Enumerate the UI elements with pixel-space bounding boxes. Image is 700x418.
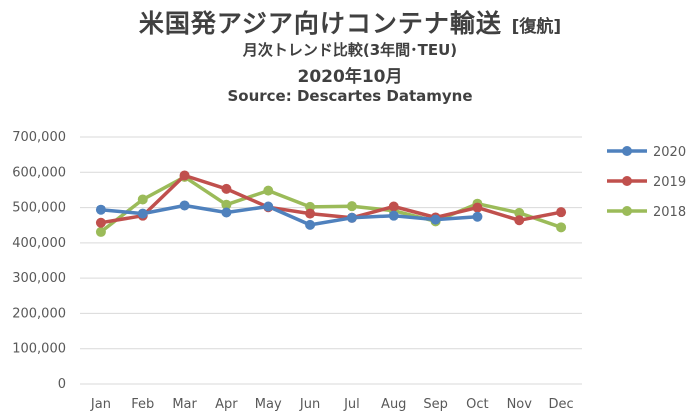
data-point-2018 <box>556 222 567 233</box>
y-tick-label: 600,000 <box>12 165 66 180</box>
y-tick-label: 200,000 <box>12 306 66 321</box>
x-tick-label: Oct <box>466 397 488 412</box>
y-tick-label: 400,000 <box>12 236 66 251</box>
data-point-2020 <box>472 211 483 222</box>
chart-period: 2020年10月 <box>297 67 403 87</box>
data-point-2019 <box>472 202 483 213</box>
data-point-2020 <box>263 201 274 212</box>
x-tick-label: Nov <box>507 397 533 412</box>
data-point-2018 <box>95 226 106 237</box>
data-point-2020 <box>346 212 357 223</box>
x-tick-label: May <box>255 397 282 412</box>
legend-swatch-marker <box>622 146 632 156</box>
gridlines <box>80 136 582 385</box>
data-point-2020 <box>388 210 399 221</box>
data-point-2019 <box>179 170 190 181</box>
series-2019 <box>95 170 567 228</box>
data-point-2020 <box>221 207 232 218</box>
series-line-2019 <box>99 173 563 225</box>
x-tick-label: Feb <box>131 397 154 412</box>
x-tick-label: Dec <box>549 397 574 412</box>
data-point-2019 <box>221 183 232 194</box>
data-point-2018 <box>263 185 274 196</box>
chart-subtitle: 月次トレンド比較(3年間･TEU) <box>242 41 458 59</box>
x-tick-label: Apr <box>215 397 238 412</box>
chart-title-main: 米国発アジア向けコンテナ輸送 <box>138 9 502 38</box>
data-point-2020 <box>430 214 441 225</box>
legend: 2020 2019 2018 <box>607 145 686 220</box>
chart-title: 米国発アジア向けコンテナ輸送 [復航] <box>0 4 700 40</box>
chart-title-suffix: [復航] <box>511 17 562 37</box>
data-point-2018 <box>137 194 148 205</box>
legend-item-2020: 2020 <box>607 145 686 160</box>
legend-label: 2020 <box>653 145 686 160</box>
data-point-2019 <box>388 201 399 212</box>
series-2018 <box>95 171 567 237</box>
legend-swatch-marker <box>622 176 632 186</box>
data-point-2020 <box>305 219 316 230</box>
data-point-2020 <box>179 200 190 211</box>
y-tick-label: 700,000 <box>12 130 66 145</box>
x-tick-label: Mar <box>172 397 197 412</box>
legend-label: 2019 <box>653 175 686 190</box>
data-point-2018 <box>221 199 232 210</box>
series-layer <box>95 170 567 237</box>
x-tick-label: Sep <box>423 397 448 412</box>
data-point-2019 <box>514 215 525 226</box>
legend-label: 2018 <box>653 205 686 220</box>
y-axis: 0 100,000 200,000 300,000 400,000 500,000 600,… <box>12 130 66 392</box>
x-tick-label: Jan <box>90 397 111 412</box>
series-line-2020 <box>99 203 480 227</box>
y-tick-label: 500,000 <box>12 201 66 216</box>
series-line-2018 <box>99 175 563 234</box>
x-tick-label: Aug <box>381 397 406 412</box>
data-point-2019 <box>556 207 567 218</box>
data-point-2019 <box>305 208 316 219</box>
data-point-2020 <box>137 208 148 219</box>
data-point-2019 <box>95 217 106 228</box>
chart-source: Source: Descartes Datamyne <box>227 87 473 105</box>
data-point-2018 <box>346 201 357 212</box>
x-tick-label: Jul <box>343 397 360 412</box>
y-tick-label: 0 <box>58 377 66 392</box>
legend-swatch-marker <box>622 206 632 216</box>
series-2020 <box>95 200 483 230</box>
y-tick-label: 300,000 <box>12 271 66 286</box>
legend-item-2019: 2019 <box>607 175 686 190</box>
legend-item-2018: 2018 <box>607 205 686 220</box>
x-tick-label: Jun <box>299 397 320 412</box>
data-point-2018 <box>514 207 525 218</box>
data-point-2020 <box>95 204 106 215</box>
x-axis: Jan Feb Mar Apr May Jun Jul Aug Sep Oct Nov Dec <box>90 397 574 412</box>
y-tick-label: 100,000 <box>12 342 66 357</box>
